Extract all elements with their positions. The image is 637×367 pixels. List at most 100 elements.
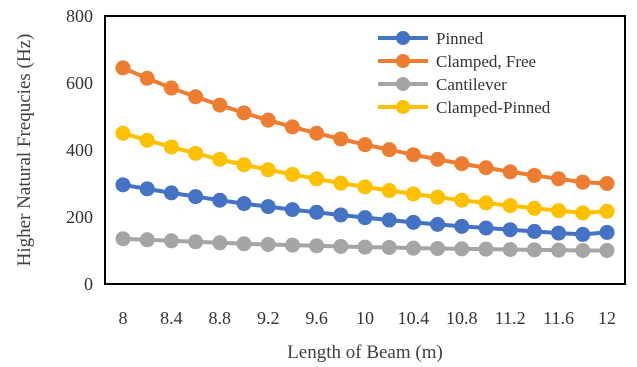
data-point [188, 89, 204, 105]
data-point [139, 70, 155, 86]
legend-swatch-marker [396, 54, 410, 68]
data-point [163, 185, 179, 201]
legend-label: Clamped, Free [436, 52, 536, 71]
data-point [188, 189, 204, 205]
data-point [236, 105, 252, 121]
data-point [381, 212, 397, 228]
data-point [309, 238, 325, 254]
data-point [502, 198, 518, 214]
data-point [575, 226, 591, 242]
data-point [381, 183, 397, 199]
data-point [551, 225, 567, 241]
data-point [478, 220, 494, 236]
y-axis-title: Higher Natural Frequcies (Hz) [14, 34, 35, 267]
data-point [502, 241, 518, 257]
x-tick-label: 9.2 [257, 308, 280, 328]
data-point [575, 243, 591, 258]
data-point [405, 186, 421, 202]
data-point [212, 192, 228, 208]
data-point [430, 189, 446, 205]
series-layer [115, 60, 615, 258]
y-axis-ticks: 0 200 400 600 800 [66, 6, 93, 294]
data-point [454, 218, 470, 234]
data-point [333, 238, 349, 254]
data-point [405, 240, 421, 256]
x-axis-title: Length of Beam (m) [287, 342, 443, 363]
x-axis-ticks: 8 8.4 8.8 9.2 9.6 10 10.4 10.8 11.2 11.6 12 [119, 308, 617, 328]
y-tick-label: 600 [66, 73, 93, 93]
data-point [478, 241, 494, 257]
data-point [430, 151, 446, 167]
plot-area [104, 15, 626, 285]
x-tick-label: 9.6 [305, 308, 328, 328]
data-point [260, 199, 276, 215]
data-point [236, 236, 252, 252]
legend: Pinned Clamped, Free Cantilever Clamped-Pin… [378, 29, 551, 117]
data-point [236, 157, 252, 173]
x-tick-label: 10.4 [398, 308, 430, 328]
data-point [115, 177, 131, 193]
data-point [381, 142, 397, 158]
legend-swatch-marker [396, 77, 410, 91]
data-point [284, 237, 300, 253]
data-point [212, 151, 228, 167]
legend-swatch-marker [396, 31, 410, 45]
y-tick-label: 200 [66, 207, 93, 227]
data-point [599, 243, 615, 258]
data-point [575, 174, 591, 190]
x-tick-label: 10.8 [446, 308, 478, 328]
data-point [526, 223, 542, 239]
data-point [599, 176, 615, 191]
legend-label: Pinned [436, 29, 484, 48]
data-point [454, 241, 470, 257]
data-point [139, 232, 155, 248]
data-point [333, 131, 349, 147]
data-point [454, 192, 470, 208]
data-point [357, 239, 373, 255]
data-point [575, 205, 591, 221]
x-tick-label: 8.4 [160, 308, 183, 328]
data-point [260, 236, 276, 252]
data-point [405, 214, 421, 230]
data-point [309, 171, 325, 187]
data-point [526, 200, 542, 216]
y-tick-label: 0 [84, 274, 93, 294]
data-point [478, 160, 494, 176]
data-point [284, 166, 300, 182]
data-point [139, 181, 155, 197]
data-point [284, 119, 300, 135]
legend-label: Cantilever [436, 75, 507, 94]
data-point [188, 145, 204, 161]
y-tick-label: 400 [66, 140, 93, 160]
data-point [309, 125, 325, 141]
x-tick-label: 12 [598, 308, 616, 328]
legend-label: Clamped-Pinned [436, 98, 551, 117]
data-point [260, 162, 276, 178]
data-point [405, 147, 421, 163]
data-point [163, 139, 179, 155]
data-point [357, 137, 373, 153]
data-point [333, 175, 349, 191]
data-point [502, 222, 518, 238]
data-point [115, 60, 131, 76]
legend-item: Cantilever [378, 75, 507, 94]
x-tick-label: 10 [356, 308, 374, 328]
data-point [551, 203, 567, 219]
data-point [454, 156, 470, 172]
series-pinned [115, 177, 615, 242]
y-tick-label: 800 [66, 6, 93, 26]
data-point [599, 203, 615, 219]
data-point [357, 210, 373, 226]
data-point [139, 132, 155, 148]
data-point [284, 202, 300, 218]
x-tick-label: 11.6 [543, 308, 574, 328]
data-point [212, 97, 228, 113]
legend-item: Clamped-Pinned [378, 98, 551, 117]
data-point [526, 167, 542, 183]
data-point [115, 231, 131, 247]
data-point [502, 164, 518, 180]
x-tick-label: 11.2 [495, 308, 526, 328]
series-cantilever [115, 231, 615, 258]
legend-swatch-marker [396, 100, 410, 114]
data-point [212, 235, 228, 251]
